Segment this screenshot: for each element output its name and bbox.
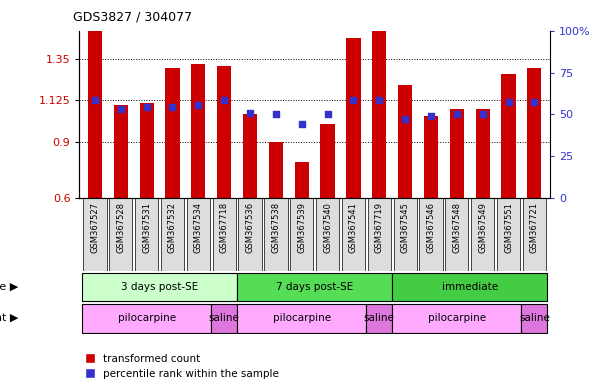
Text: GSM367549: GSM367549 [478, 202, 487, 253]
FancyBboxPatch shape [237, 273, 392, 301]
Point [452, 111, 462, 117]
Point [323, 111, 332, 118]
FancyBboxPatch shape [290, 198, 313, 271]
Text: GSM367718: GSM367718 [220, 202, 229, 253]
Text: pilocarpine: pilocarpine [428, 313, 486, 323]
Text: time ▶: time ▶ [0, 282, 18, 292]
Bar [166, 68, 180, 198]
FancyBboxPatch shape [392, 273, 547, 301]
Bar [295, 162, 309, 198]
FancyBboxPatch shape [419, 198, 442, 271]
Bar [502, 73, 516, 198]
FancyBboxPatch shape [445, 198, 469, 271]
Text: GSM367536: GSM367536 [246, 202, 255, 253]
Point [375, 98, 384, 104]
Bar [398, 84, 412, 198]
Point [219, 98, 229, 104]
Bar [114, 105, 128, 198]
Point [116, 106, 126, 112]
Text: GSM367541: GSM367541 [349, 202, 358, 253]
Point [245, 109, 255, 116]
Bar [527, 68, 541, 198]
Text: 7 days post-SE: 7 days post-SE [276, 282, 353, 292]
FancyBboxPatch shape [82, 304, 211, 333]
Text: saline: saline [209, 313, 240, 323]
FancyBboxPatch shape [471, 198, 494, 271]
FancyBboxPatch shape [497, 198, 520, 271]
Text: immediate: immediate [442, 282, 498, 292]
FancyBboxPatch shape [82, 273, 237, 301]
Bar [191, 64, 205, 198]
Bar [88, 31, 102, 198]
Text: pilocarpine: pilocarpine [273, 313, 331, 323]
Text: 3 days post-SE: 3 days post-SE [121, 282, 198, 292]
FancyBboxPatch shape [187, 198, 210, 271]
Point [426, 113, 436, 119]
Point [297, 121, 307, 127]
Bar [269, 142, 283, 198]
Point [478, 111, 488, 117]
Legend: transformed count, percentile rank within the sample: transformed count, percentile rank withi… [85, 354, 279, 379]
Text: GSM367531: GSM367531 [142, 202, 151, 253]
Text: saline: saline [364, 313, 395, 323]
Text: GSM367528: GSM367528 [116, 202, 125, 253]
Text: GSM367546: GSM367546 [426, 202, 436, 253]
FancyBboxPatch shape [316, 198, 339, 271]
Bar [372, 7, 386, 198]
Text: agent ▶: agent ▶ [0, 313, 18, 323]
Bar [243, 114, 257, 198]
Text: GSM367539: GSM367539 [297, 202, 306, 253]
Bar [321, 124, 335, 198]
Text: GSM367538: GSM367538 [271, 202, 280, 253]
Point [503, 99, 513, 106]
FancyBboxPatch shape [368, 198, 391, 271]
FancyBboxPatch shape [135, 198, 158, 271]
Bar [217, 66, 232, 198]
Point [194, 102, 203, 108]
Text: GSM367719: GSM367719 [375, 202, 384, 253]
FancyBboxPatch shape [161, 198, 184, 271]
FancyBboxPatch shape [211, 304, 237, 333]
Text: GDS3827 / 304077: GDS3827 / 304077 [73, 10, 192, 23]
FancyBboxPatch shape [521, 304, 547, 333]
Text: GSM367534: GSM367534 [194, 202, 203, 253]
Bar [424, 116, 438, 198]
FancyBboxPatch shape [213, 198, 236, 271]
Bar [346, 38, 360, 198]
Text: GSM367540: GSM367540 [323, 202, 332, 253]
FancyBboxPatch shape [392, 304, 521, 333]
FancyBboxPatch shape [342, 198, 365, 271]
Text: GSM367721: GSM367721 [530, 202, 539, 253]
Point [167, 104, 177, 110]
FancyBboxPatch shape [264, 198, 288, 271]
Bar [475, 109, 490, 198]
Point [348, 98, 358, 104]
FancyBboxPatch shape [393, 198, 417, 271]
FancyBboxPatch shape [109, 198, 133, 271]
Point [400, 116, 410, 122]
FancyBboxPatch shape [237, 304, 367, 333]
FancyBboxPatch shape [238, 198, 262, 271]
Text: saline: saline [519, 313, 550, 323]
Point [90, 98, 100, 104]
Point [142, 104, 152, 110]
FancyBboxPatch shape [523, 198, 546, 271]
FancyBboxPatch shape [367, 304, 392, 333]
Point [271, 111, 281, 118]
Text: pilocarpine: pilocarpine [117, 313, 176, 323]
Text: GSM367551: GSM367551 [504, 202, 513, 253]
Text: GSM367532: GSM367532 [168, 202, 177, 253]
Text: GSM367545: GSM367545 [401, 202, 409, 253]
Text: GSM367548: GSM367548 [452, 202, 461, 253]
Bar [450, 109, 464, 198]
Bar [139, 103, 154, 198]
Point [530, 99, 540, 106]
Text: GSM367527: GSM367527 [90, 202, 100, 253]
FancyBboxPatch shape [83, 198, 106, 271]
